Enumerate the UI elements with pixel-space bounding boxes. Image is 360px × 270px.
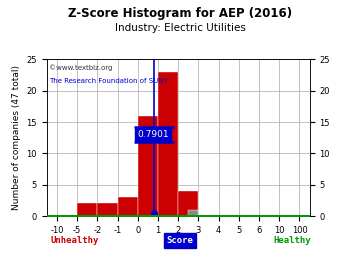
Bar [178,191,198,216]
Y-axis label: Number of companies (47 total): Number of companies (47 total) [12,65,21,210]
Text: The Research Foundation of SUNY: The Research Foundation of SUNY [49,78,168,84]
Text: ©www.textbiz.org: ©www.textbiz.org [49,64,113,71]
Bar [118,197,138,216]
Text: Healthy: Healthy [274,236,311,245]
Text: Industry: Electric Utilities: Industry: Electric Utilities [114,23,246,33]
Text: 0.7901: 0.7901 [137,130,168,139]
Bar [158,72,178,216]
Text: Z-Score Histogram for AEP (2016): Z-Score Histogram for AEP (2016) [68,7,292,20]
Text: Score: Score [167,236,193,245]
Bar [138,116,158,216]
Bar [188,210,198,216]
Text: Unhealthy: Unhealthy [50,236,99,245]
Bar [97,204,118,216]
Bar [77,204,97,216]
